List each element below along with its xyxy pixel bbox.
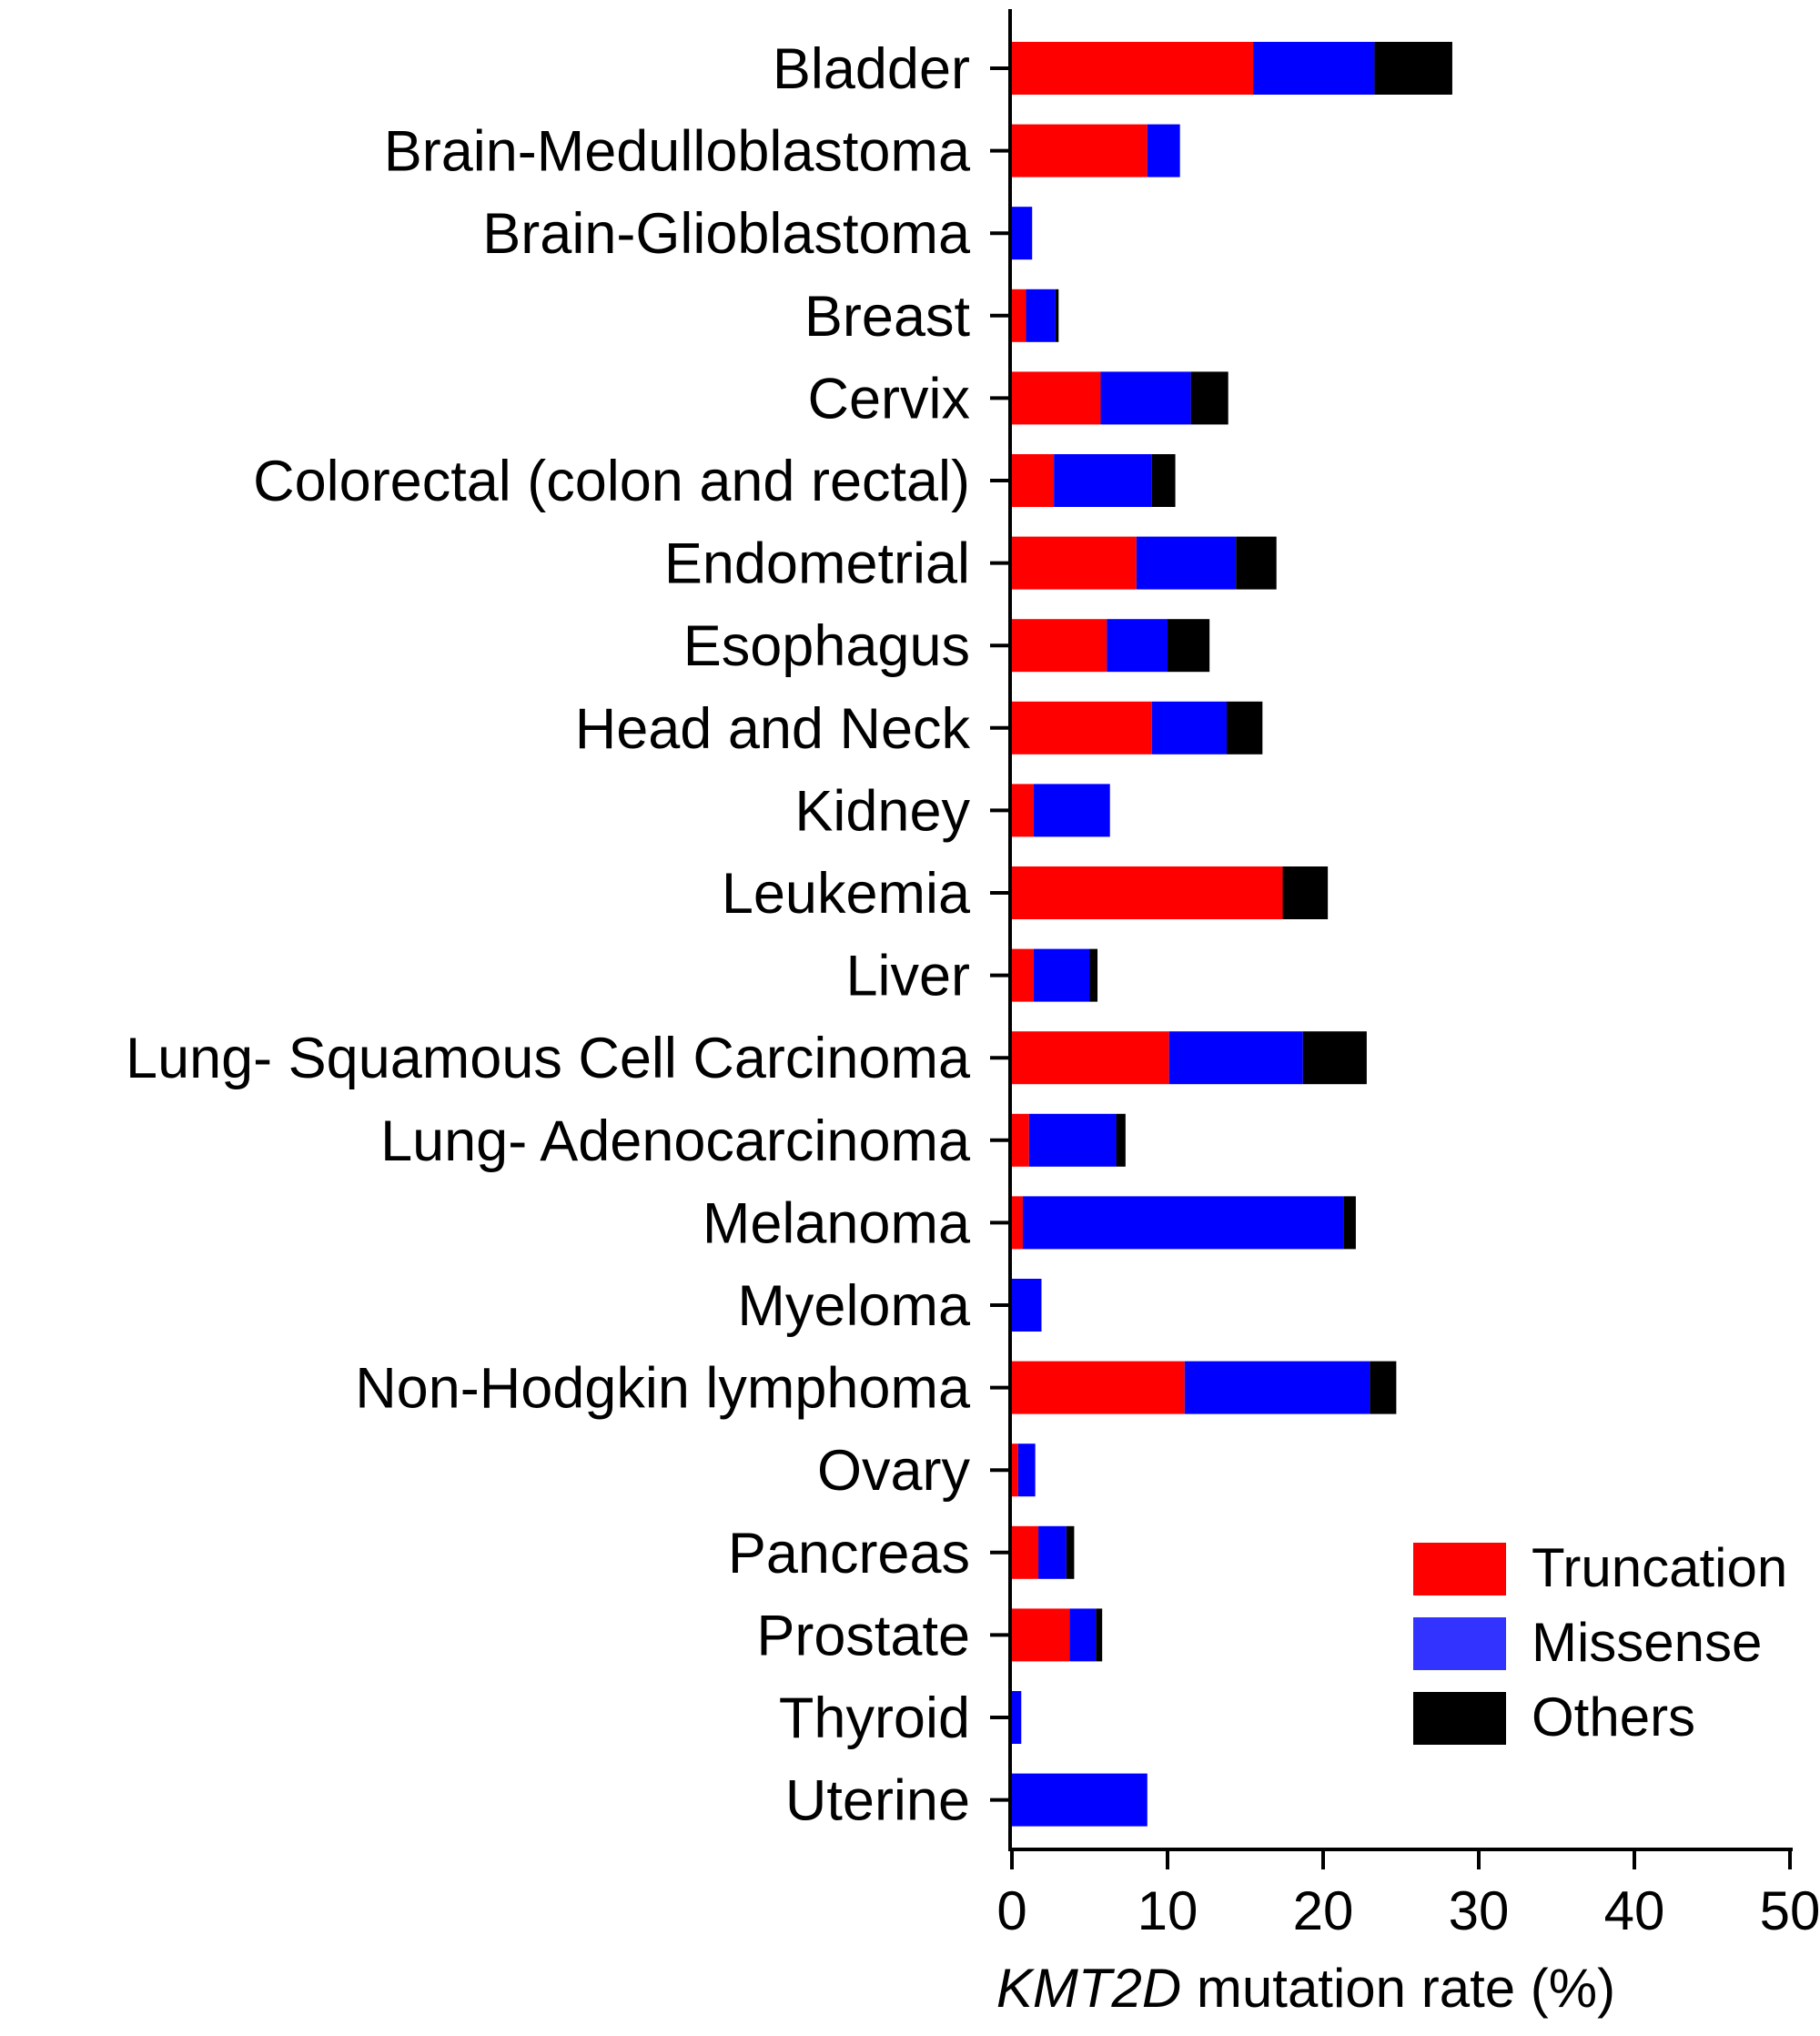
category-label-esophagus: Esophagus (683, 614, 970, 678)
bar-missense-uterine (1012, 1773, 1148, 1827)
bar-others-pancreas (1066, 1525, 1075, 1579)
bar-missense-thyroid (1012, 1691, 1022, 1744)
bar-missense-prostate (1069, 1608, 1097, 1662)
bar-others-prostate (1096, 1608, 1103, 1662)
legend-swatch-others (1413, 1692, 1506, 1745)
x-tick-label-0: 0 (996, 1880, 1026, 1941)
category-label-brain-medulloblastoma: Brain-Medulloblastoma (384, 120, 971, 184)
bar-others-leukemia (1282, 866, 1329, 919)
bar-others-liver (1089, 948, 1098, 1002)
legend-swatch-truncation (1413, 1543, 1506, 1595)
bar-others-breast (1055, 289, 1059, 342)
bar-missense-head-and-neck (1151, 701, 1227, 755)
bar-others-head-and-neck (1226, 701, 1263, 755)
bar-others-lung-squamous-cell-carcinoma (1302, 1031, 1367, 1085)
bar-missense-brain-glioblastoma (1012, 207, 1033, 260)
bar-missense-colorectal-colon-and-rectal (1054, 454, 1152, 507)
bar-missense-kidney (1033, 784, 1110, 837)
bar-missense-melanoma (1022, 1196, 1344, 1250)
category-label-brain-glioblastoma: Brain-Glioblastoma (482, 202, 971, 266)
bar-missense-liver (1033, 948, 1090, 1002)
bar-truncation-lung-squamous-cell-carcinoma (1012, 1031, 1169, 1085)
bar-truncation-non-hodgkin-lymphoma (1012, 1361, 1185, 1414)
legend-swatch-missense (1413, 1617, 1506, 1670)
bar-truncation-prostate (1012, 1608, 1070, 1662)
category-label-thyroid: Thyroid (779, 1687, 970, 1750)
category-label-bladder: Bladder (773, 37, 970, 101)
x-axis-title-rest: mutation rate (%) (1181, 1958, 1615, 2019)
bar-truncation-melanoma (1012, 1196, 1023, 1250)
category-label-myeloma: Myeloma (737, 1274, 971, 1338)
bar-truncation-brain-medulloblastoma (1012, 124, 1148, 177)
bar-missense-brain-medulloblastoma (1147, 124, 1180, 177)
bar-missense-myeloma (1012, 1279, 1042, 1332)
category-label-non-hodgkin-lymphoma: Non-Hodgkin lymphoma (355, 1357, 971, 1421)
bar-others-lung-adenocarcinoma (1116, 1113, 1126, 1167)
category-label-uterine: Uterine (785, 1769, 970, 1833)
bar-others-endometrial (1236, 536, 1277, 590)
legend-label-missense: Missense (1532, 1612, 1762, 1673)
legend-label-truncation: Truncation (1532, 1537, 1787, 1598)
bar-truncation-pancreas (1012, 1525, 1039, 1579)
category-label-colorectal-colon-and-rectal: Colorectal (colon and rectal) (253, 450, 970, 513)
bar-others-non-hodgkin-lymphoma (1370, 1361, 1397, 1414)
bar-others-bladder (1374, 42, 1452, 95)
bar-truncation-ovary (1012, 1443, 1018, 1497)
category-label-pancreas: Pancreas (728, 1522, 970, 1585)
legend-label-others: Others (1532, 1687, 1695, 1747)
category-label-cervix: Cervix (807, 367, 970, 430)
x-axis-title-gene: KMT2D (996, 1958, 1181, 2019)
category-label-melanoma: Melanoma (703, 1191, 971, 1255)
x-tick-label-50: 50 (1760, 1880, 1820, 1941)
category-label-lung-adenocarcinoma: Lung- Adenocarcinoma (380, 1109, 971, 1173)
bar-truncation-head-and-neck (1012, 701, 1152, 755)
category-label-endometrial: Endometrial (664, 532, 970, 596)
bar-truncation-breast (1012, 289, 1026, 342)
bar-truncation-esophagus (1012, 619, 1107, 673)
bar-missense-ovary (1017, 1443, 1036, 1497)
x-tick-label-40: 40 (1604, 1880, 1665, 1941)
category-label-leukemia: Leukemia (722, 862, 971, 926)
bar-others-esophagus (1168, 619, 1210, 673)
bar-truncation-cervix (1012, 371, 1101, 425)
bar-truncation-endometrial (1012, 536, 1137, 590)
bar-truncation-leukemia (1012, 866, 1283, 919)
category-label-head-and-neck: Head and Neck (575, 697, 971, 761)
bar-truncation-liver (1012, 948, 1034, 1002)
bar-truncation-lung-adenocarcinoma (1012, 1113, 1029, 1167)
category-label-liver: Liver (845, 945, 970, 1008)
bar-others-melanoma (1343, 1196, 1356, 1250)
bar-truncation-kidney (1012, 784, 1034, 837)
legend: Truncation Missense Others (1413, 1537, 1787, 1747)
bar-missense-lung-adenocarcinoma (1028, 1113, 1117, 1167)
x-tick-label-10: 10 (1138, 1880, 1198, 1941)
x-axis-title: KMT2D mutation rate (%) (996, 1958, 1615, 2019)
bar-truncation-bladder (1012, 42, 1254, 95)
bar-others-colorectal-colon-and-rectal (1151, 454, 1176, 507)
bar-truncation-colorectal-colon-and-rectal (1012, 454, 1055, 507)
bar-missense-endometrial (1136, 536, 1237, 590)
x-tick-label-20: 20 (1293, 1880, 1354, 1941)
bar-missense-non-hodgkin-lymphoma (1184, 1361, 1370, 1414)
bar-missense-bladder (1253, 42, 1375, 95)
bar-missense-cervix (1100, 371, 1191, 425)
category-label-kidney: Kidney (794, 779, 970, 843)
category-label-ovary: Ovary (817, 1439, 971, 1503)
axes-layer (990, 9, 1793, 1869)
category-label-breast: Breast (804, 285, 971, 349)
category-label-lung-squamous-cell-carcinoma: Lung- Squamous Cell Carcinoma (126, 1027, 971, 1090)
bar-others-cervix (1190, 371, 1228, 425)
labels-layer: Bladder Brain-Medulloblastoma Brain-Gliobl… (126, 37, 1820, 1941)
category-label-prostate: Prostate (756, 1604, 970, 1667)
bar-missense-pancreas (1038, 1525, 1067, 1579)
x-tick-label-30: 30 (1449, 1880, 1510, 1941)
bar-missense-lung-squamous-cell-carcinoma (1168, 1031, 1303, 1085)
bar-missense-breast (1026, 289, 1056, 342)
bar-missense-esophagus (1107, 619, 1168, 673)
bars-layer (1012, 42, 1452, 1827)
